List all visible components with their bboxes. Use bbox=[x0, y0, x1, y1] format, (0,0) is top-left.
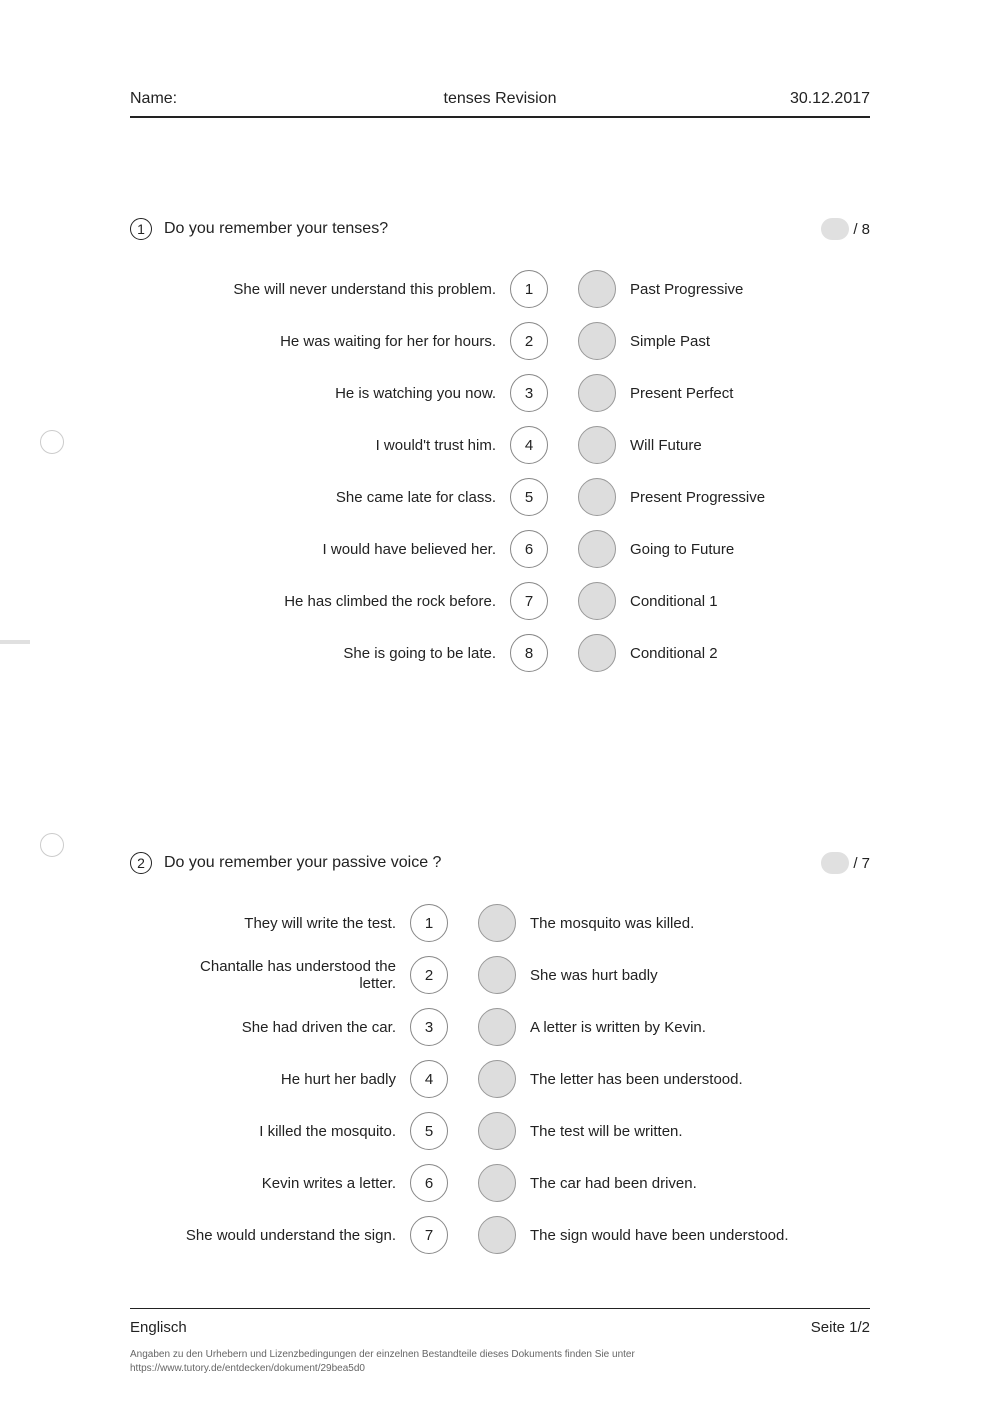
left-sentence: Kevin writes a letter. bbox=[170, 1175, 410, 1192]
match-row: I would't trust him.4 Will Future bbox=[170, 426, 870, 464]
match-row: Chantalle has understood the letter.2 She… bbox=[170, 956, 870, 994]
right-answer: Conditional 1 bbox=[616, 593, 718, 610]
answer-circle-blank[interactable] bbox=[478, 904, 516, 942]
left-sentence: She came late for class. bbox=[170, 489, 510, 506]
match-row: I would have believed her.6 Going to Futu… bbox=[170, 530, 870, 568]
right-answer: Simple Past bbox=[616, 333, 710, 350]
right-answer: She was hurt badly bbox=[516, 967, 658, 984]
right-answer: The car had been driven. bbox=[516, 1175, 697, 1192]
left-sentence: She will never understand this problem. bbox=[170, 281, 510, 298]
worksheet-footer: Englisch Seite 1/2 Angaben zu den Urhebe… bbox=[130, 1308, 870, 1376]
number-circle: 1 bbox=[410, 904, 448, 942]
footer-subject: Englisch bbox=[130, 1319, 187, 1336]
worksheet-header: Name: tenses Revision 30.12.2017 bbox=[130, 90, 870, 118]
number-circle: 7 bbox=[510, 582, 548, 620]
number-circle: 3 bbox=[510, 374, 548, 412]
name-label: Name: bbox=[130, 90, 377, 108]
left-sentence: He was waiting for her for hours. bbox=[170, 333, 510, 350]
left-sentence: I would't trust him. bbox=[170, 437, 510, 454]
match-row: She would understand the sign.7 The sign … bbox=[170, 1216, 870, 1254]
exercise-number-badge: 1 bbox=[130, 218, 152, 240]
worksheet-title: tenses Revision bbox=[377, 90, 624, 108]
answer-circle-blank[interactable] bbox=[478, 1112, 516, 1150]
number-circle: 7 bbox=[410, 1216, 448, 1254]
answer-circle-blank[interactable] bbox=[478, 1008, 516, 1046]
answer-circle-blank[interactable] bbox=[578, 270, 616, 308]
answer-circle-blank[interactable] bbox=[478, 956, 516, 994]
right-answer: The test will be written. bbox=[516, 1123, 683, 1140]
answer-circle-blank[interactable] bbox=[578, 530, 616, 568]
answer-circle-blank[interactable] bbox=[478, 1164, 516, 1202]
number-circle: 4 bbox=[510, 426, 548, 464]
exercise-title: Do you remember your passive voice ? bbox=[164, 854, 821, 872]
max-score: / 8 bbox=[853, 221, 870, 238]
answer-circle-blank[interactable] bbox=[478, 1060, 516, 1098]
match-row: Kevin writes a letter.6 The car had been … bbox=[170, 1164, 870, 1202]
left-sentence: She would understand the sign. bbox=[170, 1227, 410, 1244]
right-answer: The sign would have been understood. bbox=[516, 1227, 789, 1244]
number-circle: 1 bbox=[510, 270, 548, 308]
left-sentence: I would have believed her. bbox=[170, 541, 510, 558]
number-circle: 6 bbox=[510, 530, 548, 568]
exercise-2: 2 Do you remember your passive voice ? /… bbox=[130, 852, 870, 1254]
right-answer: Past Progressive bbox=[616, 281, 743, 298]
number-circle: 4 bbox=[410, 1060, 448, 1098]
left-sentence: She is going to be late. bbox=[170, 645, 510, 662]
match-row: She is going to be late.8 Conditional 2 bbox=[170, 634, 870, 672]
right-answer: Going to Future bbox=[616, 541, 734, 558]
exercise-1: 1 Do you remember your tenses? / 8 She w… bbox=[130, 218, 870, 672]
match-row: He is watching you now.3 Present Perfect bbox=[170, 374, 870, 412]
answer-circle-blank[interactable] bbox=[578, 374, 616, 412]
right-answer: Present Progressive bbox=[616, 489, 765, 506]
number-circle: 5 bbox=[510, 478, 548, 516]
worksheet-date: 30.12.2017 bbox=[623, 90, 870, 108]
right-answer: The mosquito was killed. bbox=[516, 915, 694, 932]
answer-circle-blank[interactable] bbox=[578, 426, 616, 464]
right-answer: The letter has been understood. bbox=[516, 1071, 743, 1088]
number-circle: 5 bbox=[410, 1112, 448, 1150]
left-sentence: I killed the mosquito. bbox=[170, 1123, 410, 1140]
answer-circle-blank[interactable] bbox=[478, 1216, 516, 1254]
answer-circle-blank[interactable] bbox=[578, 634, 616, 672]
footer-page: Seite 1/2 bbox=[811, 1319, 870, 1336]
footer-note-line2: https://www.tutory.de/entdecken/dokument… bbox=[130, 1362, 870, 1376]
punch-hole-icon bbox=[40, 833, 64, 857]
match-row: She will never understand this problem.1… bbox=[170, 270, 870, 308]
number-circle: 3 bbox=[410, 1008, 448, 1046]
score-input-blank[interactable] bbox=[821, 852, 849, 874]
left-sentence: She had driven the car. bbox=[170, 1019, 410, 1036]
answer-circle-blank[interactable] bbox=[578, 322, 616, 360]
right-answer: Conditional 2 bbox=[616, 645, 718, 662]
left-sentence: Chantalle has understood the letter. bbox=[170, 958, 410, 992]
right-answer: Will Future bbox=[616, 437, 702, 454]
exercise-title: Do you remember your tenses? bbox=[164, 220, 821, 238]
left-sentence: He is watching you now. bbox=[170, 385, 510, 402]
right-answer: A letter is written by Kevin. bbox=[516, 1019, 706, 1036]
right-answer: Present Perfect bbox=[616, 385, 733, 402]
punch-hole-icon bbox=[40, 430, 64, 454]
match-row: He has climbed the rock before.7 Conditio… bbox=[170, 582, 870, 620]
answer-circle-blank[interactable] bbox=[578, 478, 616, 516]
fold-mark-icon bbox=[0, 640, 30, 644]
match-row: She came late for class.5 Present Progres… bbox=[170, 478, 870, 516]
number-circle: 2 bbox=[410, 956, 448, 994]
score-box: / 7 bbox=[821, 852, 870, 874]
match-row: They will write the test.1 The mosquito w… bbox=[170, 904, 870, 942]
number-circle: 6 bbox=[410, 1164, 448, 1202]
number-circle: 8 bbox=[510, 634, 548, 672]
left-sentence: He hurt her badly bbox=[170, 1071, 410, 1088]
match-row: He hurt her badly4 The letter has been un… bbox=[170, 1060, 870, 1098]
answer-circle-blank[interactable] bbox=[578, 582, 616, 620]
match-row: She had driven the car.3 A letter is writ… bbox=[170, 1008, 870, 1046]
left-sentence: He has climbed the rock before. bbox=[170, 593, 510, 610]
match-row: I killed the mosquito.5 The test will be … bbox=[170, 1112, 870, 1150]
left-sentence: They will write the test. bbox=[170, 915, 410, 932]
footer-note-line1: Angaben zu den Urhebern und Lizenzbeding… bbox=[130, 1348, 870, 1362]
score-box: / 8 bbox=[821, 218, 870, 240]
exercise-number-badge: 2 bbox=[130, 852, 152, 874]
number-circle: 2 bbox=[510, 322, 548, 360]
max-score: / 7 bbox=[853, 855, 870, 872]
score-input-blank[interactable] bbox=[821, 218, 849, 240]
match-row: He was waiting for her for hours.2 Simple… bbox=[170, 322, 870, 360]
